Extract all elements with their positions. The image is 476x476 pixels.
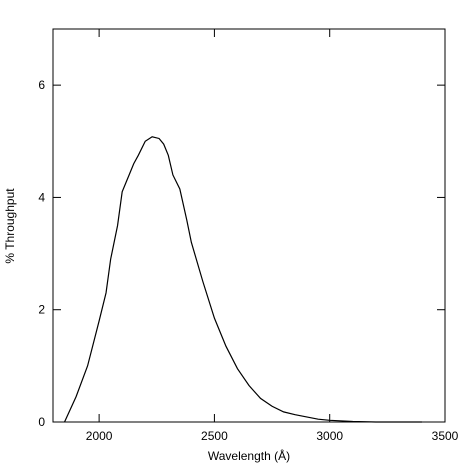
x-tick-label: 3500 <box>432 429 459 443</box>
y-tick-label: 0 <box>38 415 45 429</box>
x-tick-label: 2500 <box>201 429 228 443</box>
x-axis-label: Wavelength (Å) <box>208 448 290 463</box>
y-tick-label: 2 <box>38 303 45 317</box>
y-axis-label: % Throughput <box>3 188 17 264</box>
plot-frame <box>52 28 446 423</box>
y-tick-label: 4 <box>38 190 45 204</box>
throughput-line <box>63 136 422 423</box>
x-tick-label: 3000 <box>316 429 343 443</box>
y-tick-label: 6 <box>38 78 45 92</box>
x-tick-label: 2000 <box>86 429 113 443</box>
